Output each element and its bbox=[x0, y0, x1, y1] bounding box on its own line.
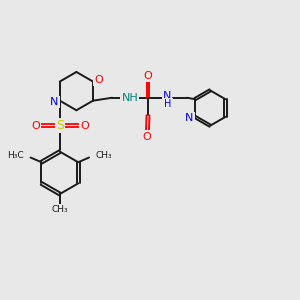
Text: H₃C: H₃C bbox=[7, 151, 24, 160]
Text: H: H bbox=[164, 99, 171, 109]
Text: O: O bbox=[143, 71, 152, 81]
Text: N: N bbox=[163, 91, 171, 101]
Text: N: N bbox=[50, 97, 59, 107]
Text: CH₃: CH₃ bbox=[52, 206, 68, 214]
Text: S: S bbox=[56, 119, 64, 132]
Text: O: O bbox=[80, 121, 88, 131]
Text: O: O bbox=[142, 132, 151, 142]
Text: O: O bbox=[31, 121, 40, 131]
Text: NH: NH bbox=[122, 93, 138, 103]
Text: O: O bbox=[94, 75, 103, 85]
Text: N: N bbox=[185, 113, 194, 123]
Text: CH₃: CH₃ bbox=[96, 151, 112, 160]
